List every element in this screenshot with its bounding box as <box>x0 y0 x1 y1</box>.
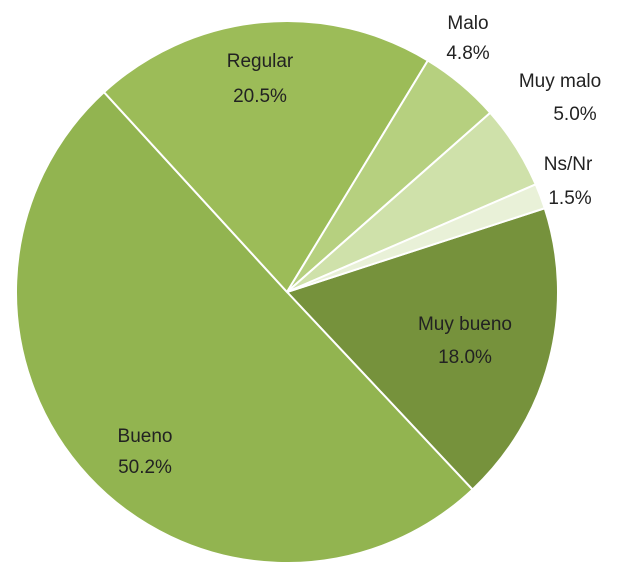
slice-value-label: 5.0% <box>553 104 596 125</box>
slice-label: Ns/Nr <box>544 154 593 175</box>
slice-value-label: 18.0% <box>438 347 492 368</box>
pie-slice <box>102 20 430 294</box>
slice-value-label: 4.8% <box>446 43 489 64</box>
pie-slice <box>15 90 474 562</box>
slice-label: Bueno <box>118 426 173 447</box>
slice-value-label: 50.2% <box>118 457 172 478</box>
slice-value-label: 1.5% <box>548 188 591 209</box>
pie-slice <box>286 183 546 293</box>
slice-label: Regular <box>227 51 294 72</box>
slice-label: Malo <box>447 13 488 34</box>
slice-label: Muy malo <box>519 71 601 92</box>
slice-label: Muy bueno <box>418 314 512 335</box>
pie-slice <box>285 206 559 491</box>
slice-value-label: 20.5% <box>233 86 287 107</box>
